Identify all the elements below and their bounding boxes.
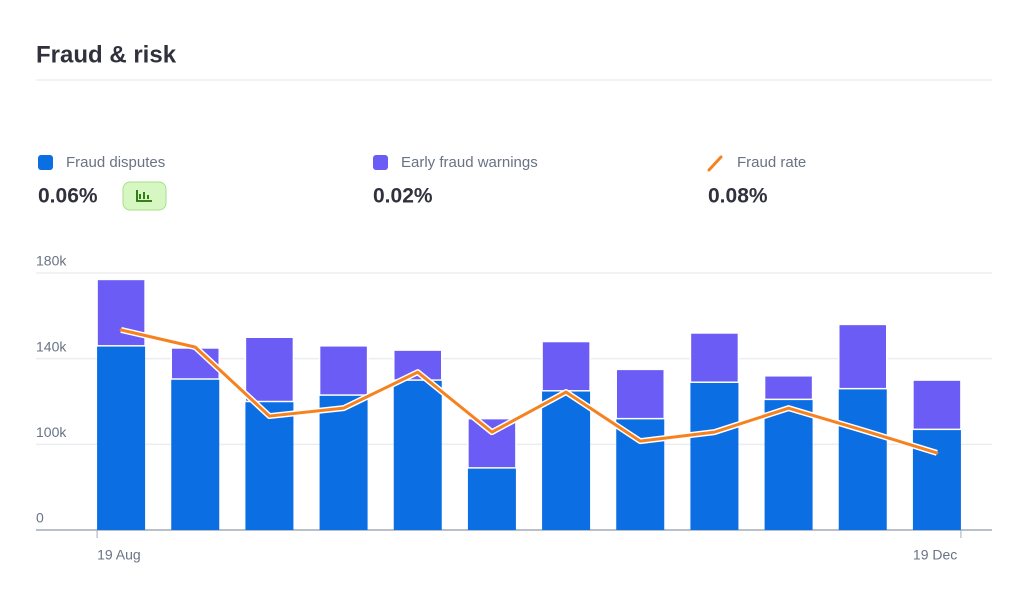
badge-icon[interactable] [136,190,152,202]
y-tick-label: 100k [36,424,67,440]
bar-segment [541,340,591,392]
x-tick-label: 19 Dec [913,547,957,563]
bar-segment [838,388,887,530]
y-tick-label: 140k [36,338,67,354]
chart-title: Fraud & risk [36,41,177,68]
bar-segment [245,401,294,530]
legend-swatch [373,155,388,170]
bar-segment [244,336,295,403]
bar-segment [171,379,220,530]
legend-label: Early fraud warnings [401,154,538,171]
bar-segment [690,382,739,530]
bar-segment [319,395,368,530]
y-tick-label: 0 [36,510,44,526]
legend-label: Fraud disputes [66,154,165,171]
bar-segment [318,345,369,396]
bar-segment [97,345,146,530]
summary-value: 0.02% [373,185,433,208]
bar-segment [838,323,888,390]
bar-segment [763,375,814,401]
bar-segment [912,379,962,431]
x-tick-label: 19 Aug [97,547,141,563]
legend-swatch [707,155,723,172]
bar-segment [542,390,591,530]
bar-segment [467,467,516,530]
insight-badge[interactable] [122,181,167,211]
rate-line [119,328,939,455]
bar-segment [764,399,813,530]
bar-segment [393,380,442,530]
bar-segment [689,332,740,383]
summary-value: 0.06% [38,185,98,208]
legend-label: Fraud rate [737,154,806,171]
legend-swatch [38,155,53,170]
y-tick-label: 180k [36,253,67,269]
bar-segment [912,429,961,530]
summary-value: 0.08% [708,185,768,208]
bar-segment [615,368,665,420]
bar-segment [616,418,665,530]
